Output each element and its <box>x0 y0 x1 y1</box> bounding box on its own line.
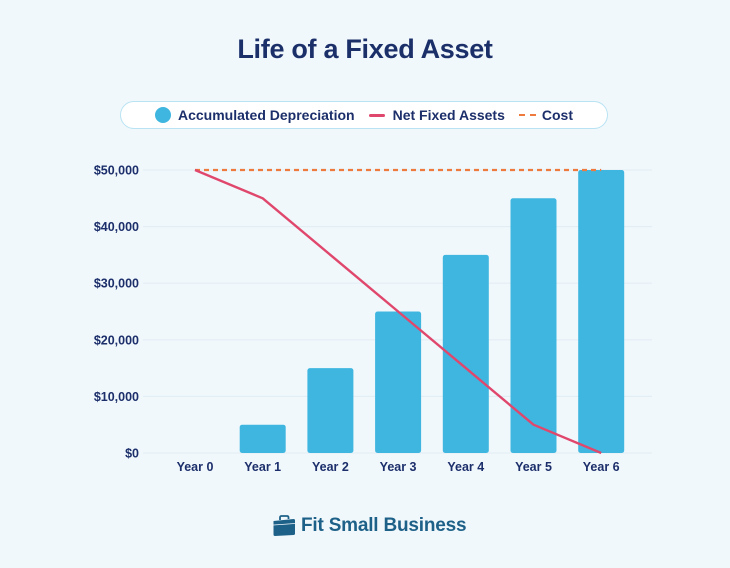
brand-logo: Fit Small Business <box>272 513 467 539</box>
briefcase-icon <box>273 515 296 536</box>
legend-item-accumulated-depreciation: Accumulated Depreciation <box>154 107 355 123</box>
bar-year-2 <box>307 368 354 453</box>
y-tick-label: $30,000 <box>94 277 139 291</box>
x-tick-label: Year 4 <box>447 460 484 474</box>
legend-item-net-fixed-assets: Net Fixed Assets <box>368 107 505 123</box>
circle-swatch-icon <box>154 107 171 123</box>
accumulated-depreciation-bars <box>239 170 625 453</box>
net-fixed-assets-line <box>194 168 602 455</box>
legend-label: Accumulated Depreciation <box>177 107 355 123</box>
y-tick-label: $40,000 <box>94 220 139 234</box>
brand-name: Fit Small Business <box>301 515 467 536</box>
bar-year-1 <box>239 424 286 453</box>
bar-year-4 <box>442 254 489 453</box>
net-fixed-assets-polyline <box>194 168 602 455</box>
chart-legend: Accumulated Depreciation Net Fixed Asset… <box>120 101 608 129</box>
x-tick-label: Year 5 <box>515 460 552 474</box>
x-tick-label: Year 6 <box>583 460 620 474</box>
legend-item-cost: Cost <box>518 107 574 123</box>
bar-year-6 <box>578 170 625 453</box>
x-axis-ticks: Year 0 Year 1 Year 2 Year 3 Year 4 Year 5 Year… <box>177 460 620 474</box>
legend-label: Net Fixed Assets <box>392 107 505 123</box>
legend-label: Cost <box>541 107 574 123</box>
x-tick-label: Year 1 <box>244 460 281 474</box>
y-tick-label: $20,000 <box>94 333 139 347</box>
bar-year-3 <box>375 311 422 453</box>
chart-title: Life of a Fixed Asset <box>237 34 493 64</box>
x-tick-label: Year 2 <box>312 460 349 474</box>
y-tick-label: $50,000 <box>94 164 139 178</box>
x-tick-label: Year 0 <box>177 460 214 474</box>
bar-year-5 <box>510 198 557 453</box>
y-axis-ticks: $0 $10,000 $20,000 $30,000 $40,000 $50,000 <box>94 164 139 461</box>
dashed-line-swatch-icon <box>518 114 536 116</box>
y-tick-label: $10,000 <box>94 390 139 404</box>
y-tick-label: $0 <box>125 447 139 461</box>
x-tick-label: Year 3 <box>380 460 417 474</box>
line-swatch-icon <box>368 113 385 117</box>
